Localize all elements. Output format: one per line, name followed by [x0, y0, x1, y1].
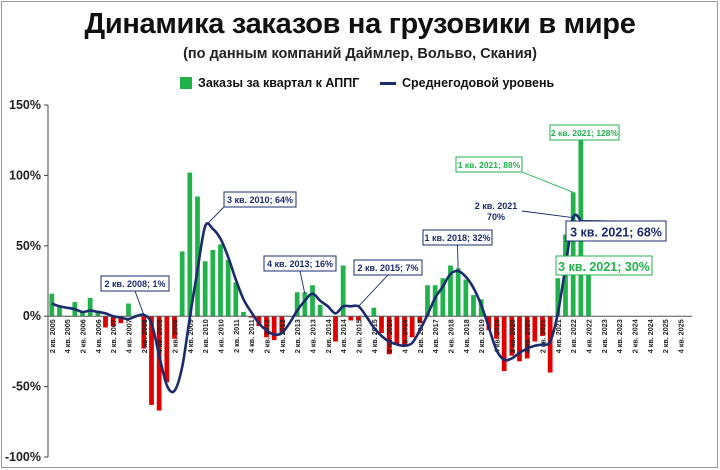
x-tick-label: 2 кв. 2015: [355, 319, 364, 353]
y-tick-label: 100%: [9, 168, 41, 182]
annotation-pointer: [359, 275, 389, 306]
annotation-label: 2 кв. 2008; 1%: [104, 279, 165, 289]
x-tick-label: 4 кв. 2016: [401, 319, 410, 353]
x-tick-label: 4 кв. 2017: [431, 319, 440, 353]
x-tick-label: 4 кв. 2010: [217, 319, 226, 353]
annotation-label: 2 кв. 2015; 7%: [357, 263, 418, 273]
annotation-label: 2 кв. 2021: [475, 201, 518, 211]
bar: [371, 308, 376, 316]
y-tick-label: 150%: [9, 98, 41, 112]
chart-svg: -100% -50% 0% 50% 100% 150% 2 кв. 2005 4 кв. 20…: [0, 0, 720, 470]
x-tick-label: 2 кв. 2016: [385, 319, 394, 353]
x-tick-label: 2 кв. 2006: [79, 319, 88, 353]
bar: [126, 304, 131, 317]
annotation-label: 3 кв. 2021; 68%: [570, 225, 662, 239]
x-tick-label: 4 кв. 2005: [63, 319, 72, 353]
annotation-pointer: [522, 172, 573, 192]
y-tick-label: -50%: [12, 380, 41, 394]
y-tick-label: 50%: [16, 239, 41, 253]
bar: [532, 316, 537, 341]
bar: [210, 250, 215, 316]
bar: [310, 285, 315, 316]
x-tick-label: 4 кв. 2022: [585, 319, 594, 353]
bar: [187, 173, 192, 317]
bar: [394, 316, 399, 344]
x-tick-label: 2 кв. 2005: [48, 319, 57, 353]
bar: [471, 295, 476, 316]
x-tick-label: 4 кв. 2011: [247, 319, 256, 353]
annotation-label: 1 кв. 2018; 32%: [424, 233, 490, 243]
x-tick-label: 2 кв. 2024: [631, 319, 640, 353]
bar: [410, 316, 415, 337]
annotation-label: 3 кв. 2021; 30%: [558, 260, 650, 274]
annotation-label: 2 кв. 2021; 128%: [551, 128, 619, 138]
x-tick-label: 4 кв. 2024: [646, 319, 655, 353]
bar: [241, 312, 246, 316]
bar: [456, 268, 461, 316]
x-tick-label: 4 кв. 2018: [462, 319, 471, 353]
annotation-pointer: [300, 271, 305, 294]
bar: [586, 274, 591, 316]
bar: [463, 280, 468, 317]
x-tick-label: 2 кв. 2021: [539, 319, 548, 353]
annotation-label: 1 кв. 2021; 88%: [458, 160, 521, 170]
bar: [88, 298, 93, 316]
x-tick-label: 2 кв. 2014: [324, 319, 333, 353]
x-tick-label: 2 кв. 2023: [600, 319, 609, 353]
bar: [103, 316, 108, 327]
x-tick-label: 2 кв. 2012: [263, 319, 272, 353]
x-tick-label: 2 кв. 2020: [508, 319, 517, 353]
bar: [203, 261, 208, 316]
bar: [164, 316, 169, 382]
annotation-pointer: [458, 245, 459, 271]
bar: [348, 316, 353, 320]
x-tick-label: 2 кв. 2019: [477, 319, 486, 353]
x-tick-label: 2 кв. 2008: [140, 319, 149, 353]
x-tick-label: 2 кв. 2025: [661, 319, 670, 353]
annotation-label: 3 кв. 2010; 64%: [227, 195, 293, 205]
x-tick-label: 4 кв. 2014: [339, 319, 348, 353]
annotation-label: 70%: [487, 212, 505, 222]
annotation-pointer: [522, 211, 573, 218]
x-tick-label: 4 кв. 2023: [615, 319, 624, 353]
y-tick-label: -100%: [5, 450, 41, 464]
x-tick-label: 2 кв. 2013: [293, 319, 302, 353]
x-tick-label: 2 кв. 2010: [201, 319, 210, 353]
bar: [318, 305, 323, 316]
annotation-label: 4 кв. 2013; 16%: [267, 259, 333, 269]
bar: [272, 316, 277, 340]
bar: [333, 316, 338, 341]
bar: [379, 316, 384, 333]
average-line: [52, 215, 581, 392]
x-tick-label: 2 кв. 2007: [109, 319, 118, 353]
bar: [218, 244, 223, 316]
x-tick-label: 4 кв. 2007: [125, 319, 134, 353]
annotation-pointer: [205, 207, 224, 226]
x-tick-label: 2 кв. 2022: [569, 319, 578, 353]
x-tick-label: 4 кв. 2025: [677, 319, 686, 353]
bar: [502, 316, 507, 371]
x-tick-label: 4 кв. 2006: [94, 319, 103, 353]
x-tick-label: 2 кв. 2009: [171, 319, 180, 353]
bar: [571, 192, 576, 316]
bar: [226, 260, 231, 316]
y-tick-label: 0%: [23, 309, 41, 323]
bar: [180, 251, 185, 316]
x-tick-label: 2 кв. 2011: [232, 319, 241, 353]
annotation-pointer: [135, 291, 144, 315]
chart-frame: Динамика заказов на грузовики в мире (по…: [0, 0, 720, 470]
x-tick-label: 4 кв. 2012: [278, 319, 287, 353]
x-tick-label: 2 кв. 2018: [447, 319, 456, 353]
x-tick-label: 4 кв. 2013: [309, 319, 318, 353]
